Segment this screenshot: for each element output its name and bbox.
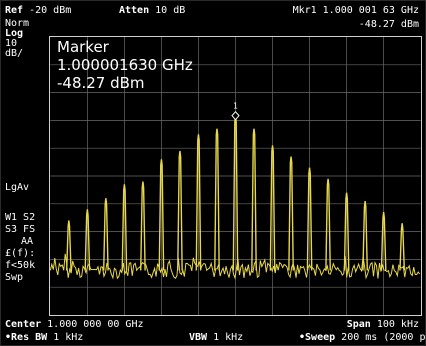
center-label: Center — [5, 319, 42, 330]
function-ef: £(f): — [5, 248, 36, 259]
scale-type-log: Log — [5, 28, 24, 39]
spectral-peak — [306, 167, 313, 271]
sweep-value: 200 ms (2000 pts) — [341, 332, 426, 343]
spectral-peak — [158, 159, 165, 271]
avg-type-lgav: LgAv — [5, 182, 30, 193]
sweep-state: Swp — [5, 272, 24, 283]
marker-freq-readout: Mkr1 1.000 001 63 GHz — [292, 5, 419, 16]
atten-value: 10 dB — [155, 5, 186, 16]
center-freq-readout: Center 1.000 000 00 GHz — [5, 319, 143, 330]
detector-norm: Norm — [5, 18, 30, 29]
marker-1: 1 — [231, 102, 240, 121]
marker-amp-readout: -48.27 dBm — [358, 19, 419, 30]
marker-panel-title: Marker — [57, 38, 109, 56]
span-label: Span — [346, 319, 371, 330]
scale-value: 10 — [5, 38, 18, 49]
spectral-peak — [84, 209, 91, 271]
spectral-peak — [362, 200, 368, 271]
res-bw-label: Res BW — [11, 332, 48, 343]
spectral-peak — [269, 145, 276, 271]
spectral-peak — [65, 220, 72, 271]
spectral-peak — [325, 178, 331, 271]
spectral-peak — [214, 128, 220, 271]
spectral-peak — [195, 134, 202, 271]
spectral-peak — [177, 150, 183, 271]
spectral-peak — [121, 184, 128, 271]
span-readout: Span 100 kHz — [347, 319, 419, 330]
spectrum-plot: 1 — [49, 36, 422, 316]
ref-label: Ref — [5, 5, 24, 16]
marker-diamond-icon — [231, 110, 240, 121]
spectral-peak — [399, 223, 406, 271]
trace-state-s3fs: S3 FS — [5, 224, 36, 235]
spectrum-trace — [65, 115, 406, 271]
res-bw-readout: •Res BW 1 kHz — [5, 332, 84, 343]
spectral-peak — [140, 181, 146, 271]
trace-state-aa: AA — [21, 236, 34, 247]
marker-panel: Marker 1.000001630 GHz -48.27 dBm — [57, 38, 193, 93]
res-bw-value: 1 kHz — [53, 332, 84, 343]
vbw-value: 1 kHz — [213, 332, 244, 343]
sweep-readout: •Sweep 200 ms (2000 pts) — [299, 332, 426, 343]
spectral-peak — [288, 156, 294, 271]
atten-label: Atten — [119, 5, 150, 16]
marker-panel-amplitude: -48.27 dBm — [57, 74, 145, 92]
function-f50k: f<50k — [5, 260, 36, 271]
span-value: 100 kHz — [376, 319, 419, 330]
spectral-peak — [103, 198, 109, 271]
vbw-label: VBW — [189, 332, 208, 343]
marker-panel-frequency: 1.000001630 GHz — [57, 56, 193, 74]
noise-floor-trace — [50, 253, 421, 280]
spectral-peak — [251, 128, 257, 271]
spectral-peak — [343, 192, 350, 271]
sweep-label: Sweep — [305, 332, 336, 343]
scale-unit: dB/ — [5, 48, 24, 59]
trace-state-w1s2: W1 S2 — [5, 212, 36, 223]
atten-readout: Atten 10 dB — [119, 5, 185, 16]
center-value: 1.000 000 00 GHz — [47, 319, 144, 330]
ref-level-readout: Ref -20 dBm — [5, 5, 71, 16]
ref-value: -20 dBm — [29, 5, 72, 16]
vbw-readout: VBW 1 kHz — [189, 332, 243, 343]
marker-number-label: 1 — [233, 102, 238, 111]
spectral-peak — [380, 212, 387, 271]
